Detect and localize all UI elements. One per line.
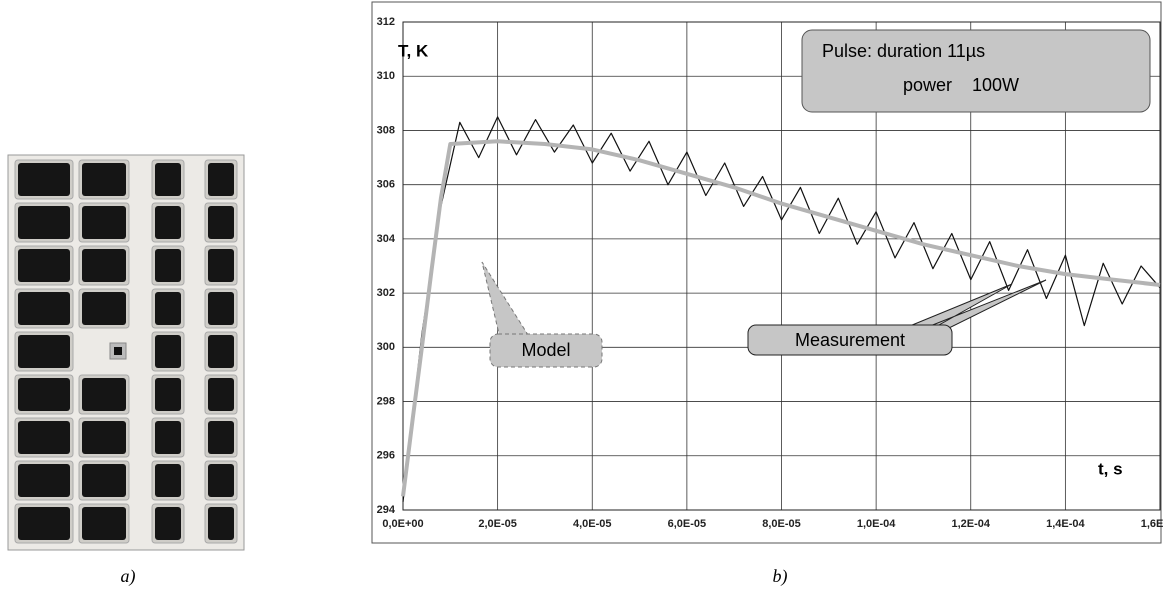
pad [18, 464, 70, 497]
pad [82, 292, 126, 325]
series-line [401, 139, 1161, 497]
x-tick-label: 6,0E-05 [668, 518, 707, 530]
pad [82, 249, 126, 282]
x-tick-label: 8,0E-05 [762, 518, 801, 530]
caption: a) [121, 566, 136, 587]
chip-pads [14, 159, 238, 544]
series-line [402, 116, 1161, 502]
pad [18, 378, 70, 411]
pad [82, 378, 126, 411]
x-axis-label: t, s [1098, 459, 1123, 478]
pad [18, 335, 70, 368]
annotation-box [801, 29, 1151, 113]
x-tick-label: 1,4E-04 [1046, 518, 1085, 530]
y-tick-label: 308 [377, 124, 395, 136]
y-tick-label: 298 [377, 395, 395, 407]
x-tick-label: 4,0E-05 [573, 518, 612, 530]
pad [208, 249, 234, 282]
pad [18, 249, 70, 282]
y-tick-label: 296 [377, 450, 395, 462]
caption: b) [773, 566, 788, 587]
pad [82, 206, 126, 239]
pad [155, 378, 181, 411]
pad [82, 464, 126, 497]
x-tick-label: 2,0E-05 [478, 518, 517, 530]
pad [155, 421, 181, 454]
callout-box [747, 324, 953, 356]
y-tick-label: 302 [377, 287, 395, 299]
pad [155, 249, 181, 282]
pad [82, 507, 126, 540]
callout-box [489, 333, 603, 368]
pad [208, 378, 234, 411]
y-tick-label: 310 [377, 70, 395, 82]
y-tick-label: 294 [377, 504, 396, 516]
pad [18, 206, 70, 239]
pad [155, 206, 181, 239]
x-tick-label: 1,0E-04 [857, 518, 896, 530]
pad [208, 163, 234, 196]
pad [18, 163, 70, 196]
y-tick-label: 304 [377, 233, 396, 245]
pad [82, 163, 126, 196]
pad [155, 335, 181, 368]
y-tick-label: 306 [377, 179, 395, 191]
pad [208, 507, 234, 540]
x-tick-label: 1,2E-04 [951, 518, 990, 530]
y-axis-label: T, K [398, 41, 429, 60]
pad [155, 507, 181, 540]
pad [18, 292, 70, 325]
pad [208, 464, 234, 497]
callout-text: Model [521, 340, 570, 360]
plot-border [402, 21, 1161, 511]
pad [208, 206, 234, 239]
annotation-line: Pulse: duration 11µs [822, 41, 985, 61]
annotation-line: power 100W [903, 75, 1019, 95]
callout-text: Measurement [795, 330, 905, 350]
pad-marker-core [114, 347, 122, 355]
pad [208, 292, 234, 325]
pad [155, 464, 181, 497]
x-tick-label: 0,0E+00 [382, 518, 423, 530]
pad [82, 421, 126, 454]
pad [208, 335, 234, 368]
pad [18, 421, 70, 454]
y-tick-label: 312 [377, 16, 395, 28]
pad [208, 421, 234, 454]
y-tick-label: 300 [377, 341, 395, 353]
x-tick-label: 1,6E-04 [1141, 518, 1163, 530]
pad [18, 507, 70, 540]
pad [155, 163, 181, 196]
pad [155, 292, 181, 325]
